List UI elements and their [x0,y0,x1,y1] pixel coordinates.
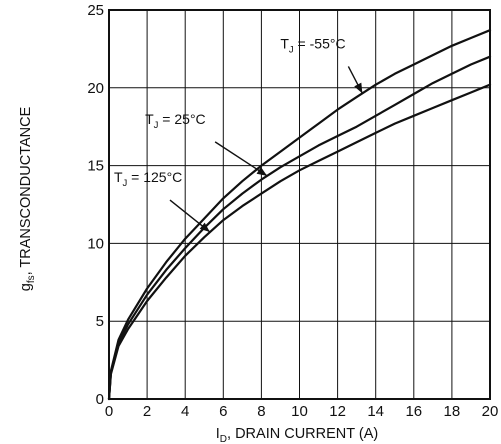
x-tick-label-12: 12 [329,403,346,420]
y-tick-label-0: 0 [96,391,104,408]
x-tick-label-14: 14 [367,403,384,420]
series-annotation-0: TJ = -55°C [280,35,345,55]
x-tick-label-18: 18 [444,403,461,420]
y-axis-label: gfs, TRANSCONDUCTANCE [18,106,37,291]
x-tick-label-0: 0 [105,403,113,420]
annotation-arrowhead-1 [256,167,268,176]
series-annotation-2: TJ = 125°C [114,169,182,189]
series-group [107,29,492,401]
tick-labels: 0 2 4 6 8 10 12 14 16 18 20 0 5 10 15 20 25 [87,2,498,420]
y-tick-label-15: 15 [87,158,104,175]
series-line-0 [107,29,492,401]
y-tick-label-20: 20 [87,80,104,97]
y-tick-label-5: 5 [96,313,104,330]
x-axis-label: ID, DRAIN CURRENT (A) [216,426,378,444]
x-tick-label-8: 8 [257,403,265,420]
x-tick-label-20: 20 [482,403,499,420]
y-tick-label-25: 25 [87,2,104,19]
plot-frame [108,9,491,400]
annotation-arrowhead-0 [354,82,363,94]
x-tick-label-10: 10 [291,403,308,420]
x-tick-label-4: 4 [181,403,189,420]
series-line-1 [107,55,492,401]
annotations: TJ = -55°C TJ = 25°C TJ = 125°C [114,35,363,233]
series-line-2 [107,83,492,401]
y-tick-label-10: 10 [87,235,104,252]
x-tick-label-6: 6 [219,403,227,420]
annotation-arrowhead-2 [199,222,210,233]
annotation-arrow-line-1 [214,141,268,177]
x-tick-label-2: 2 [143,403,151,420]
x-tick-label-16: 16 [405,403,422,420]
series-annotation-1: TJ = 25°C [145,111,206,131]
